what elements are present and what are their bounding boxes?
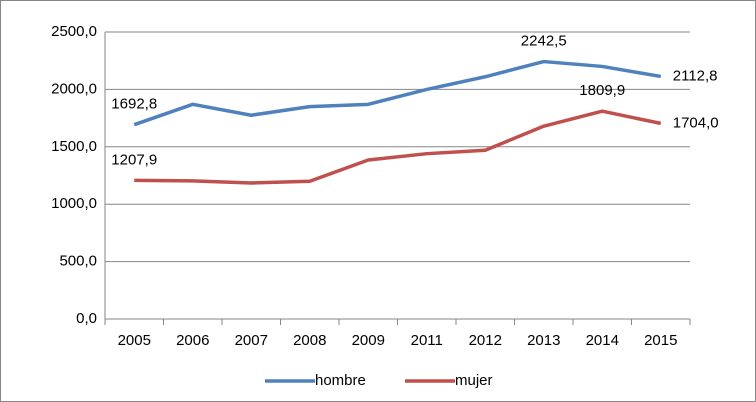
series-line xyxy=(133,59,662,127)
x-tick-label: 2012 xyxy=(469,332,502,349)
x-tick-label: 2015 xyxy=(644,332,677,349)
data-label: 1207,9 xyxy=(111,151,157,168)
x-tick-label: 2005 xyxy=(118,332,151,349)
legend-label: mujer xyxy=(455,372,493,389)
x-tick-label: 2014 xyxy=(586,332,619,349)
x-tick-label: 2006 xyxy=(176,332,209,349)
x-tick-label: 2013 xyxy=(527,332,560,349)
data-label: 1809,9 xyxy=(579,82,625,99)
legend-label: hombre xyxy=(315,372,366,389)
data-label: 1692,8 xyxy=(111,96,157,113)
x-tick-label: 2009 xyxy=(352,332,385,349)
y-tick-label: 1500,0 xyxy=(51,138,97,155)
y-tick-label: 500,0 xyxy=(59,253,97,270)
data-label: 2112,8 xyxy=(673,67,718,84)
x-tick-label: 2011 xyxy=(411,332,443,349)
y-tick-label: 2000,0 xyxy=(51,80,97,97)
data-label: 2242,5 xyxy=(521,33,567,50)
x-tick-label: 2007 xyxy=(235,332,268,349)
data-label: 1704,0 xyxy=(673,114,719,131)
y-tick-label: 2500,0 xyxy=(51,23,97,40)
series-line xyxy=(134,109,662,185)
y-tick-label: 0,0 xyxy=(76,310,97,327)
y-tick-label: 1000,0 xyxy=(51,195,97,212)
x-tick-label: 2008 xyxy=(293,332,326,349)
